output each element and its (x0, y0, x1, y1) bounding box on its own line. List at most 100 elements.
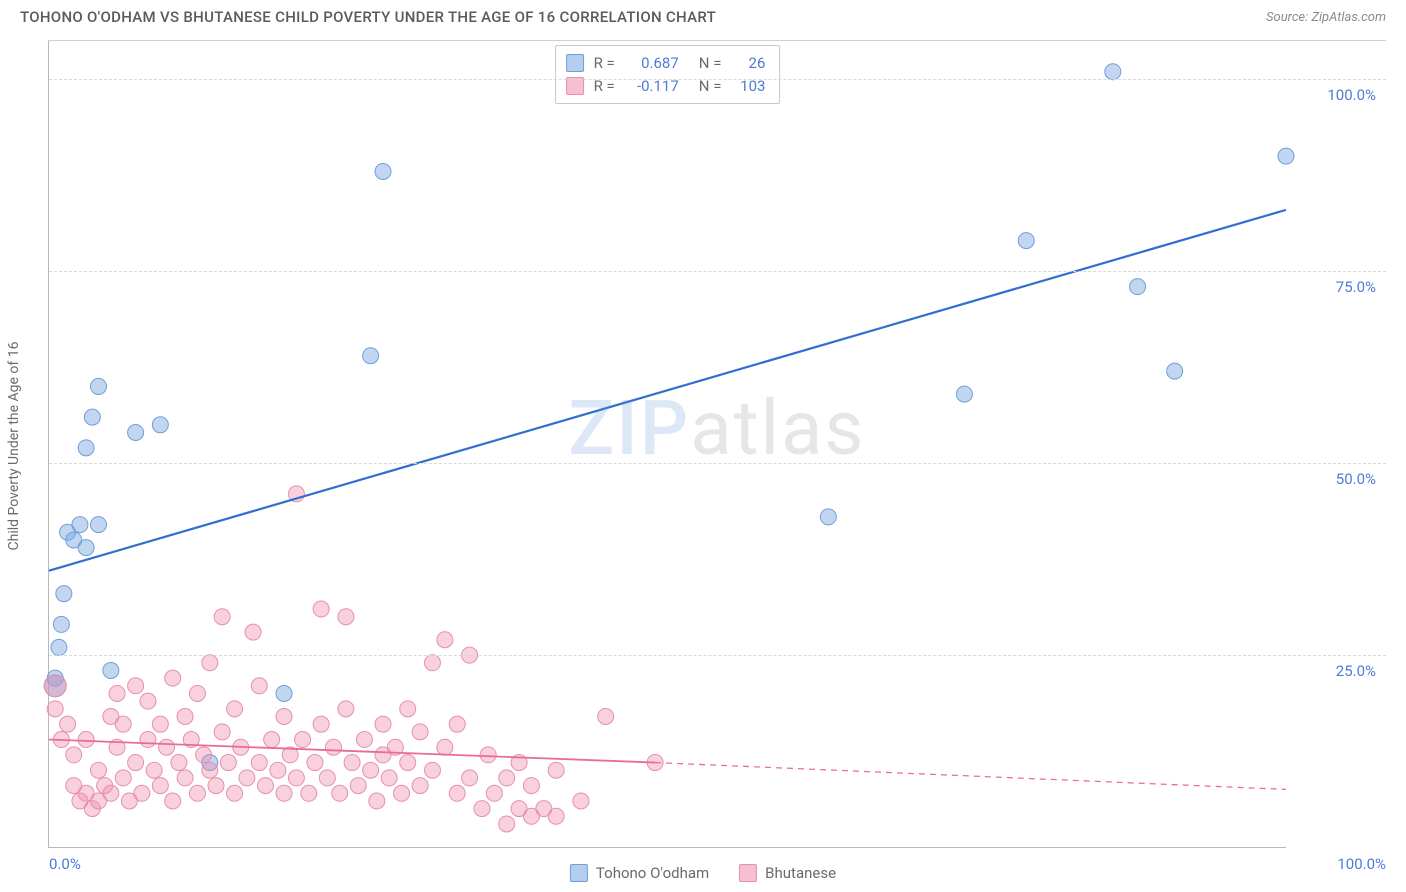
r-label-2: R = (594, 75, 615, 98)
data-point (128, 755, 144, 771)
legend-item-swatch-1 (570, 864, 588, 882)
data-point (177, 770, 193, 786)
data-point (227, 785, 243, 801)
data-point (369, 793, 385, 809)
legend-item-swatch-2 (739, 864, 757, 882)
data-point (424, 762, 440, 778)
data-point (313, 601, 329, 617)
data-point (214, 609, 230, 625)
data-point (276, 685, 292, 701)
data-point (486, 785, 502, 801)
data-point (53, 616, 69, 632)
n-value-1: 26 (731, 52, 765, 75)
data-point (72, 517, 88, 533)
data-point (474, 801, 490, 817)
chart-header: TOHONO O'ODHAM VS BHUTANESE CHILD POVERT… (0, 0, 1406, 30)
correlation-row-1: R = 0.687 N = 26 (566, 52, 766, 75)
data-point (956, 386, 972, 402)
data-point (251, 678, 267, 694)
data-point (437, 739, 453, 755)
gridline (49, 271, 1386, 272)
y-tick-label: 50.0% (1336, 470, 1376, 488)
data-point (338, 701, 354, 717)
data-point (400, 755, 416, 771)
data-point (146, 762, 162, 778)
data-point (251, 755, 267, 771)
data-point (103, 662, 119, 678)
data-point (140, 732, 156, 748)
data-point (159, 739, 175, 755)
correlation-legend: R = 0.687 N = 26 R = -0.117 N = 103 (555, 45, 781, 104)
data-point (523, 778, 539, 794)
data-point (499, 816, 515, 832)
data-point (128, 424, 144, 440)
data-point (350, 778, 366, 794)
data-point (78, 440, 94, 456)
data-point (227, 701, 243, 717)
y-tick-label: 75.0% (1336, 278, 1376, 296)
data-point (598, 709, 614, 725)
data-point (140, 693, 156, 709)
data-point (1130, 279, 1146, 295)
trend-line (49, 210, 1286, 571)
data-point (47, 701, 63, 717)
gridline (49, 463, 1386, 464)
data-point (78, 732, 94, 748)
x-tick-label: 100.0% (1337, 855, 1386, 873)
data-point (1278, 148, 1294, 164)
data-point (208, 778, 224, 794)
data-point (152, 417, 168, 433)
data-point (449, 716, 465, 732)
data-point (1167, 363, 1183, 379)
data-point (202, 655, 218, 671)
data-point (165, 793, 181, 809)
data-point (437, 632, 453, 648)
r-value-1: 0.687 (625, 52, 679, 75)
data-point (356, 732, 372, 748)
data-point (548, 762, 564, 778)
plot-area: ZIPatlas R = 0.687 N = 26 R = -0.117 N =… (48, 41, 1286, 848)
chart-source: Source: ZipAtlas.com (1266, 10, 1386, 25)
n-label-2: N = (699, 75, 722, 98)
chart-wrapper: ZIPatlas R = 0.687 N = 26 R = -0.117 N =… (48, 40, 1386, 848)
data-point (189, 685, 205, 701)
data-point (288, 770, 304, 786)
data-point (412, 724, 428, 740)
legend-item-1: Tohono O'odham (570, 864, 709, 882)
data-point (394, 785, 410, 801)
data-point (196, 747, 212, 763)
data-point (152, 778, 168, 794)
source-name: ZipAtlas.com (1311, 10, 1386, 25)
data-point (1105, 64, 1121, 80)
data-point (363, 762, 379, 778)
data-point (66, 747, 82, 763)
data-point (400, 701, 416, 717)
data-point (239, 770, 255, 786)
data-point (103, 785, 119, 801)
data-point (56, 586, 72, 602)
data-point (276, 785, 292, 801)
data-point (78, 540, 94, 556)
data-point (44, 675, 66, 697)
data-point (90, 378, 106, 394)
legend-item-2: Bhutanese (739, 864, 836, 882)
data-point (115, 770, 131, 786)
data-point (424, 655, 440, 671)
data-point (499, 770, 515, 786)
data-point (1018, 233, 1034, 249)
y-tick-label: 100.0% (1327, 86, 1376, 104)
legend-item-label-2: Bhutanese (765, 864, 836, 882)
data-point (152, 716, 168, 732)
data-point (344, 755, 360, 771)
n-label-1: N = (699, 52, 722, 75)
legend-swatch-1 (566, 54, 584, 72)
data-point (134, 785, 150, 801)
data-point (375, 163, 391, 179)
data-point (326, 739, 342, 755)
y-axis-label: Child Poverty Under the Age of 16 (6, 342, 22, 551)
data-point (548, 808, 564, 824)
data-point (573, 793, 589, 809)
data-point (462, 770, 478, 786)
data-point (449, 785, 465, 801)
gridline (49, 79, 1386, 80)
